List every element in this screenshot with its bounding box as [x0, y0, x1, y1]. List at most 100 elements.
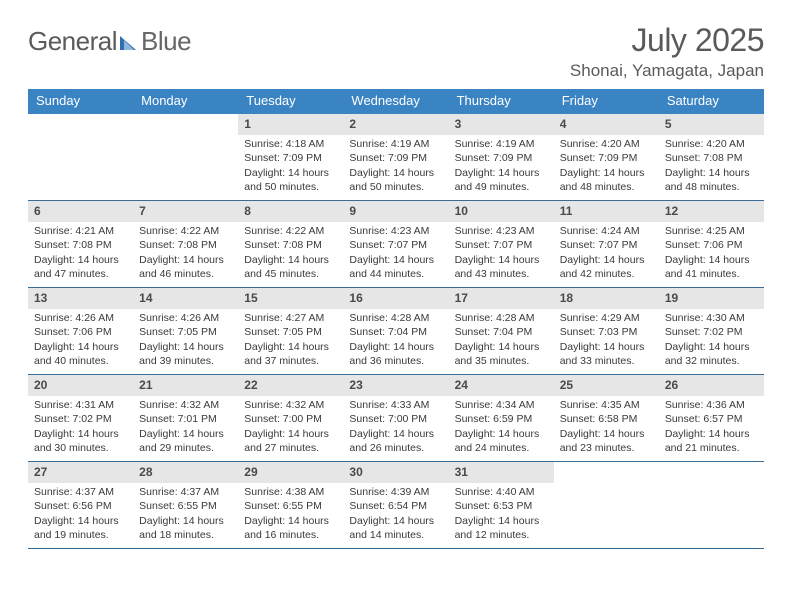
- day-line: Sunset: 7:08 PM: [244, 238, 337, 252]
- calendar: SundayMondayTuesdayWednesdayThursdayFrid…: [28, 89, 764, 549]
- day-line: Sunset: 7:09 PM: [455, 151, 548, 165]
- day-number: 14: [133, 288, 238, 309]
- week-row: 6Sunrise: 4:21 AMSunset: 7:08 PMDaylight…: [28, 201, 764, 288]
- day-body: Sunrise: 4:37 AMSunset: 6:55 PMDaylight:…: [133, 483, 238, 546]
- day-line: and 48 minutes.: [665, 180, 758, 194]
- day-cell: 27Sunrise: 4:37 AMSunset: 6:56 PMDayligh…: [28, 462, 133, 548]
- empty-cell: [28, 114, 133, 200]
- day-line: Sunrise: 4:39 AM: [349, 485, 442, 499]
- day-line: Sunrise: 4:36 AM: [665, 398, 758, 412]
- day-number: 13: [28, 288, 133, 309]
- day-line: Daylight: 14 hours: [349, 340, 442, 354]
- day-body: Sunrise: 4:20 AMSunset: 7:08 PMDaylight:…: [659, 135, 764, 198]
- day-line: Sunrise: 4:26 AM: [139, 311, 232, 325]
- day-line: and 24 minutes.: [455, 441, 548, 455]
- day-line: Daylight: 14 hours: [244, 166, 337, 180]
- day-header: Monday: [133, 89, 238, 114]
- day-cell: 25Sunrise: 4:35 AMSunset: 6:58 PMDayligh…: [554, 375, 659, 461]
- day-number: 23: [343, 375, 448, 396]
- day-body: Sunrise: 4:37 AMSunset: 6:56 PMDaylight:…: [28, 483, 133, 546]
- day-line: Sunrise: 4:30 AM: [665, 311, 758, 325]
- day-cell: 13Sunrise: 4:26 AMSunset: 7:06 PMDayligh…: [28, 288, 133, 374]
- day-number: 15: [238, 288, 343, 309]
- day-cell: 16Sunrise: 4:28 AMSunset: 7:04 PMDayligh…: [343, 288, 448, 374]
- logo-text: GeneralBlue: [28, 26, 191, 59]
- day-line: and 41 minutes.: [665, 267, 758, 281]
- weeks-grid: 1Sunrise: 4:18 AMSunset: 7:09 PMDaylight…: [28, 114, 764, 549]
- day-cell: 5Sunrise: 4:20 AMSunset: 7:08 PMDaylight…: [659, 114, 764, 200]
- day-body: Sunrise: 4:24 AMSunset: 7:07 PMDaylight:…: [554, 222, 659, 285]
- day-body: Sunrise: 4:40 AMSunset: 6:53 PMDaylight:…: [449, 483, 554, 546]
- day-cell: 22Sunrise: 4:32 AMSunset: 7:00 PMDayligh…: [238, 375, 343, 461]
- day-line: Daylight: 14 hours: [665, 253, 758, 267]
- day-line: Daylight: 14 hours: [139, 340, 232, 354]
- day-line: Sunrise: 4:24 AM: [560, 224, 653, 238]
- day-line: Sunrise: 4:20 AM: [560, 137, 653, 151]
- day-line: and 30 minutes.: [34, 441, 127, 455]
- day-body: Sunrise: 4:22 AMSunset: 7:08 PMDaylight:…: [133, 222, 238, 285]
- day-body: Sunrise: 4:23 AMSunset: 7:07 PMDaylight:…: [449, 222, 554, 285]
- day-number: 1: [238, 114, 343, 135]
- day-line: Sunset: 7:07 PM: [560, 238, 653, 252]
- day-line: Sunset: 7:07 PM: [455, 238, 548, 252]
- day-line: Sunrise: 4:37 AM: [139, 485, 232, 499]
- day-line: Sunrise: 4:22 AM: [139, 224, 232, 238]
- day-number: 6: [28, 201, 133, 222]
- day-line: Sunset: 7:08 PM: [139, 238, 232, 252]
- day-body: Sunrise: 4:31 AMSunset: 7:02 PMDaylight:…: [28, 396, 133, 459]
- day-line: Sunrise: 4:28 AM: [349, 311, 442, 325]
- logo-word2: Blue: [141, 26, 191, 56]
- day-line: and 18 minutes.: [139, 528, 232, 542]
- day-cell: 9Sunrise: 4:23 AMSunset: 7:07 PMDaylight…: [343, 201, 448, 287]
- day-number: 22: [238, 375, 343, 396]
- day-line: Daylight: 14 hours: [560, 253, 653, 267]
- day-body: Sunrise: 4:28 AMSunset: 7:04 PMDaylight:…: [449, 309, 554, 372]
- day-line: Sunrise: 4:28 AM: [455, 311, 548, 325]
- day-line: and 35 minutes.: [455, 354, 548, 368]
- day-number: 26: [659, 375, 764, 396]
- day-cell: 18Sunrise: 4:29 AMSunset: 7:03 PMDayligh…: [554, 288, 659, 374]
- day-line: Sunrise: 4:19 AM: [349, 137, 442, 151]
- day-number: 8: [238, 201, 343, 222]
- day-line: and 12 minutes.: [455, 528, 548, 542]
- day-number: 17: [449, 288, 554, 309]
- day-body: Sunrise: 4:32 AMSunset: 7:00 PMDaylight:…: [238, 396, 343, 459]
- day-line: Daylight: 14 hours: [139, 514, 232, 528]
- day-line: and 40 minutes.: [34, 354, 127, 368]
- day-line: Sunrise: 4:35 AM: [560, 398, 653, 412]
- day-line: and 21 minutes.: [665, 441, 758, 455]
- day-cell: 8Sunrise: 4:22 AMSunset: 7:08 PMDaylight…: [238, 201, 343, 287]
- location: Shonai, Yamagata, Japan: [570, 61, 764, 81]
- day-line: Sunrise: 4:25 AM: [665, 224, 758, 238]
- day-body: Sunrise: 4:26 AMSunset: 7:05 PMDaylight:…: [133, 309, 238, 372]
- day-line: Sunset: 6:55 PM: [139, 499, 232, 513]
- day-body: Sunrise: 4:19 AMSunset: 7:09 PMDaylight:…: [343, 135, 448, 198]
- day-line: Sunset: 7:08 PM: [34, 238, 127, 252]
- day-line: Sunrise: 4:29 AM: [560, 311, 653, 325]
- day-number: 21: [133, 375, 238, 396]
- day-body: Sunrise: 4:26 AMSunset: 7:06 PMDaylight:…: [28, 309, 133, 372]
- day-cell: 19Sunrise: 4:30 AMSunset: 7:02 PMDayligh…: [659, 288, 764, 374]
- day-body: Sunrise: 4:18 AMSunset: 7:09 PMDaylight:…: [238, 135, 343, 198]
- day-body: Sunrise: 4:22 AMSunset: 7:08 PMDaylight:…: [238, 222, 343, 285]
- day-body: Sunrise: 4:30 AMSunset: 7:02 PMDaylight:…: [659, 309, 764, 372]
- day-header: Sunday: [28, 89, 133, 114]
- week-row: 20Sunrise: 4:31 AMSunset: 7:02 PMDayligh…: [28, 375, 764, 462]
- day-line: Sunrise: 4:32 AM: [139, 398, 232, 412]
- day-line: Sunrise: 4:20 AM: [665, 137, 758, 151]
- logo: GeneralBlue: [28, 26, 191, 59]
- day-line: and 43 minutes.: [455, 267, 548, 281]
- day-header: Saturday: [659, 89, 764, 114]
- day-line: and 27 minutes.: [244, 441, 337, 455]
- day-line: Daylight: 14 hours: [244, 340, 337, 354]
- day-cell: 20Sunrise: 4:31 AMSunset: 7:02 PMDayligh…: [28, 375, 133, 461]
- day-line: Sunset: 7:00 PM: [244, 412, 337, 426]
- day-body: Sunrise: 4:27 AMSunset: 7:05 PMDaylight:…: [238, 309, 343, 372]
- day-line: and 37 minutes.: [244, 354, 337, 368]
- day-line: Sunrise: 4:27 AM: [244, 311, 337, 325]
- day-line: Sunrise: 4:38 AM: [244, 485, 337, 499]
- day-line: Sunset: 7:06 PM: [34, 325, 127, 339]
- day-line: Sunset: 7:02 PM: [34, 412, 127, 426]
- day-line: Sunset: 7:03 PM: [560, 325, 653, 339]
- day-line: Daylight: 14 hours: [665, 166, 758, 180]
